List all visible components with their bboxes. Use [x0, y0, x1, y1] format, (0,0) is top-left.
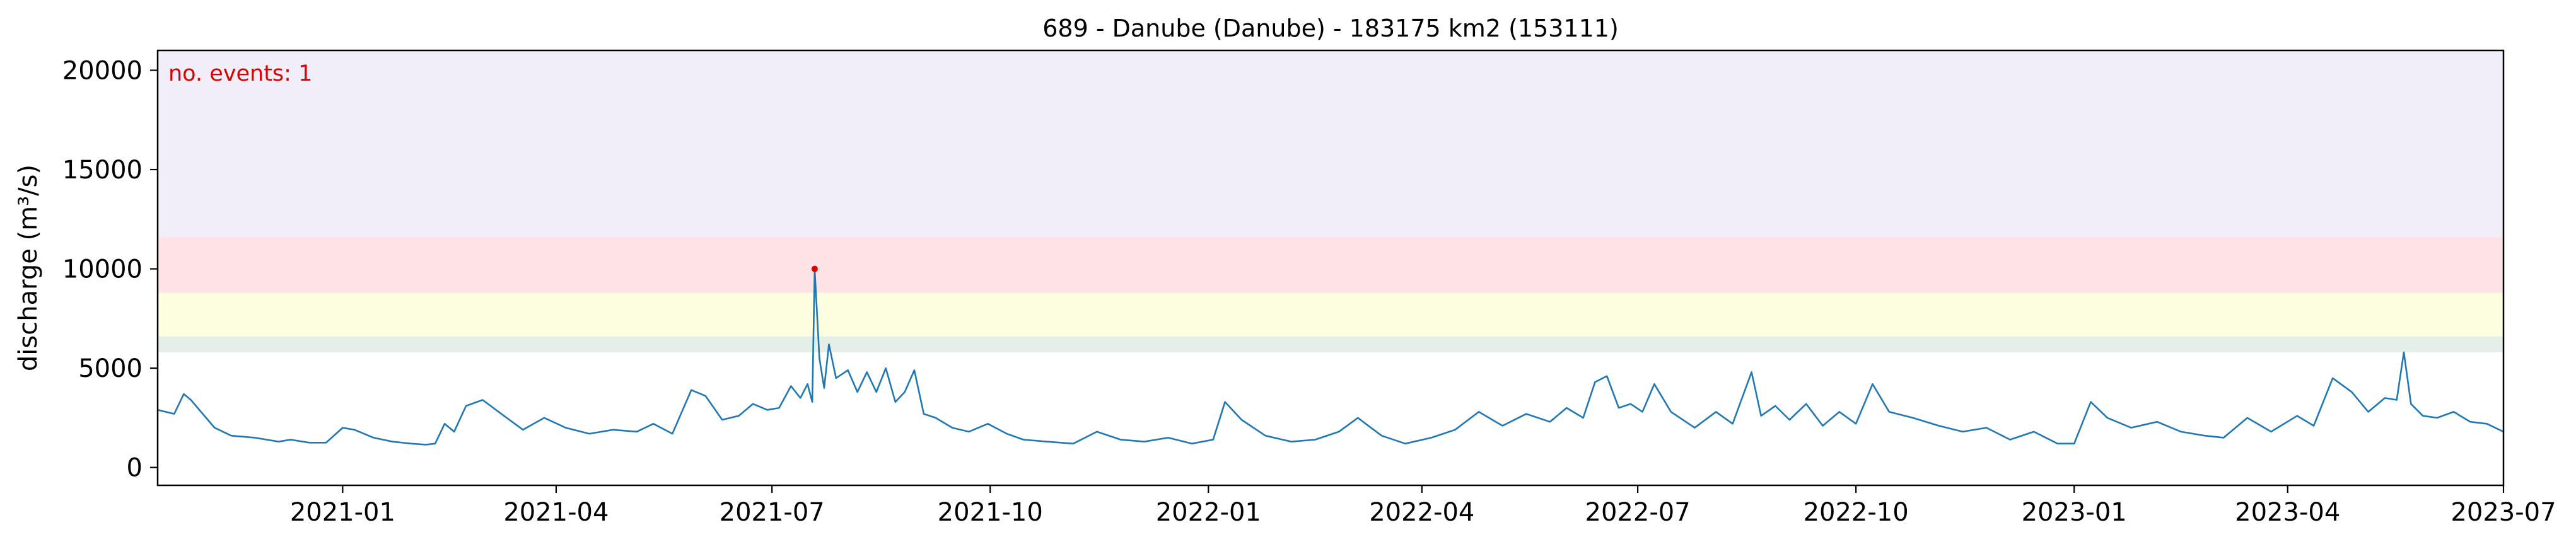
x-tick-label: 2021-01 [290, 498, 395, 527]
series-line-1 [157, 268, 2504, 446]
plot-frame [156, 49, 2505, 487]
event-marker-1 [811, 265, 818, 272]
threshold-band-3 [158, 237, 2503, 293]
y-axis-label: discharge (m³/s) [14, 165, 43, 371]
threshold-band-1 [158, 336, 2503, 352]
event-markers [811, 265, 818, 272]
y-tick-label: 10000 [62, 255, 143, 284]
x-tick-label: 2022-07 [1585, 498, 1691, 527]
y-tick-label: 15000 [62, 156, 143, 185]
x-tick-label: 2021-10 [938, 498, 1043, 527]
threshold-band-4 [158, 50, 2503, 238]
y-tick-label: 5000 [78, 354, 143, 383]
events-count-annotation: no. events: 1 [168, 61, 312, 86]
x-tick-label: 2021-04 [503, 498, 609, 527]
x-tick-label: 2023-07 [2451, 498, 2556, 527]
x-tick-label: 2022-10 [1804, 498, 1909, 527]
y-tick-label: 0 [127, 454, 143, 483]
x-tick-label: 2023-04 [2235, 498, 2340, 527]
x-tick-label: 2021-07 [720, 498, 825, 527]
threshold-bands [158, 50, 2503, 352]
x-tick-label: 2022-01 [1156, 498, 1261, 527]
series-group [157, 268, 2504, 446]
y-axis: 0 5000 10000 15000 20000 [62, 57, 158, 483]
chart-title: 689 - Danube (Danube) - 183175 km2 (1531… [1042, 14, 1619, 42]
x-tick-label: 2023-01 [2022, 498, 2127, 527]
x-axis: 2021-01 2021-04 2021-07 2021-10 2022-01 2022-… [290, 485, 2556, 527]
y-tick-label: 20000 [62, 57, 143, 86]
threshold-band-2 [158, 292, 2503, 337]
x-tick-label: 2022-04 [1369, 498, 1474, 527]
